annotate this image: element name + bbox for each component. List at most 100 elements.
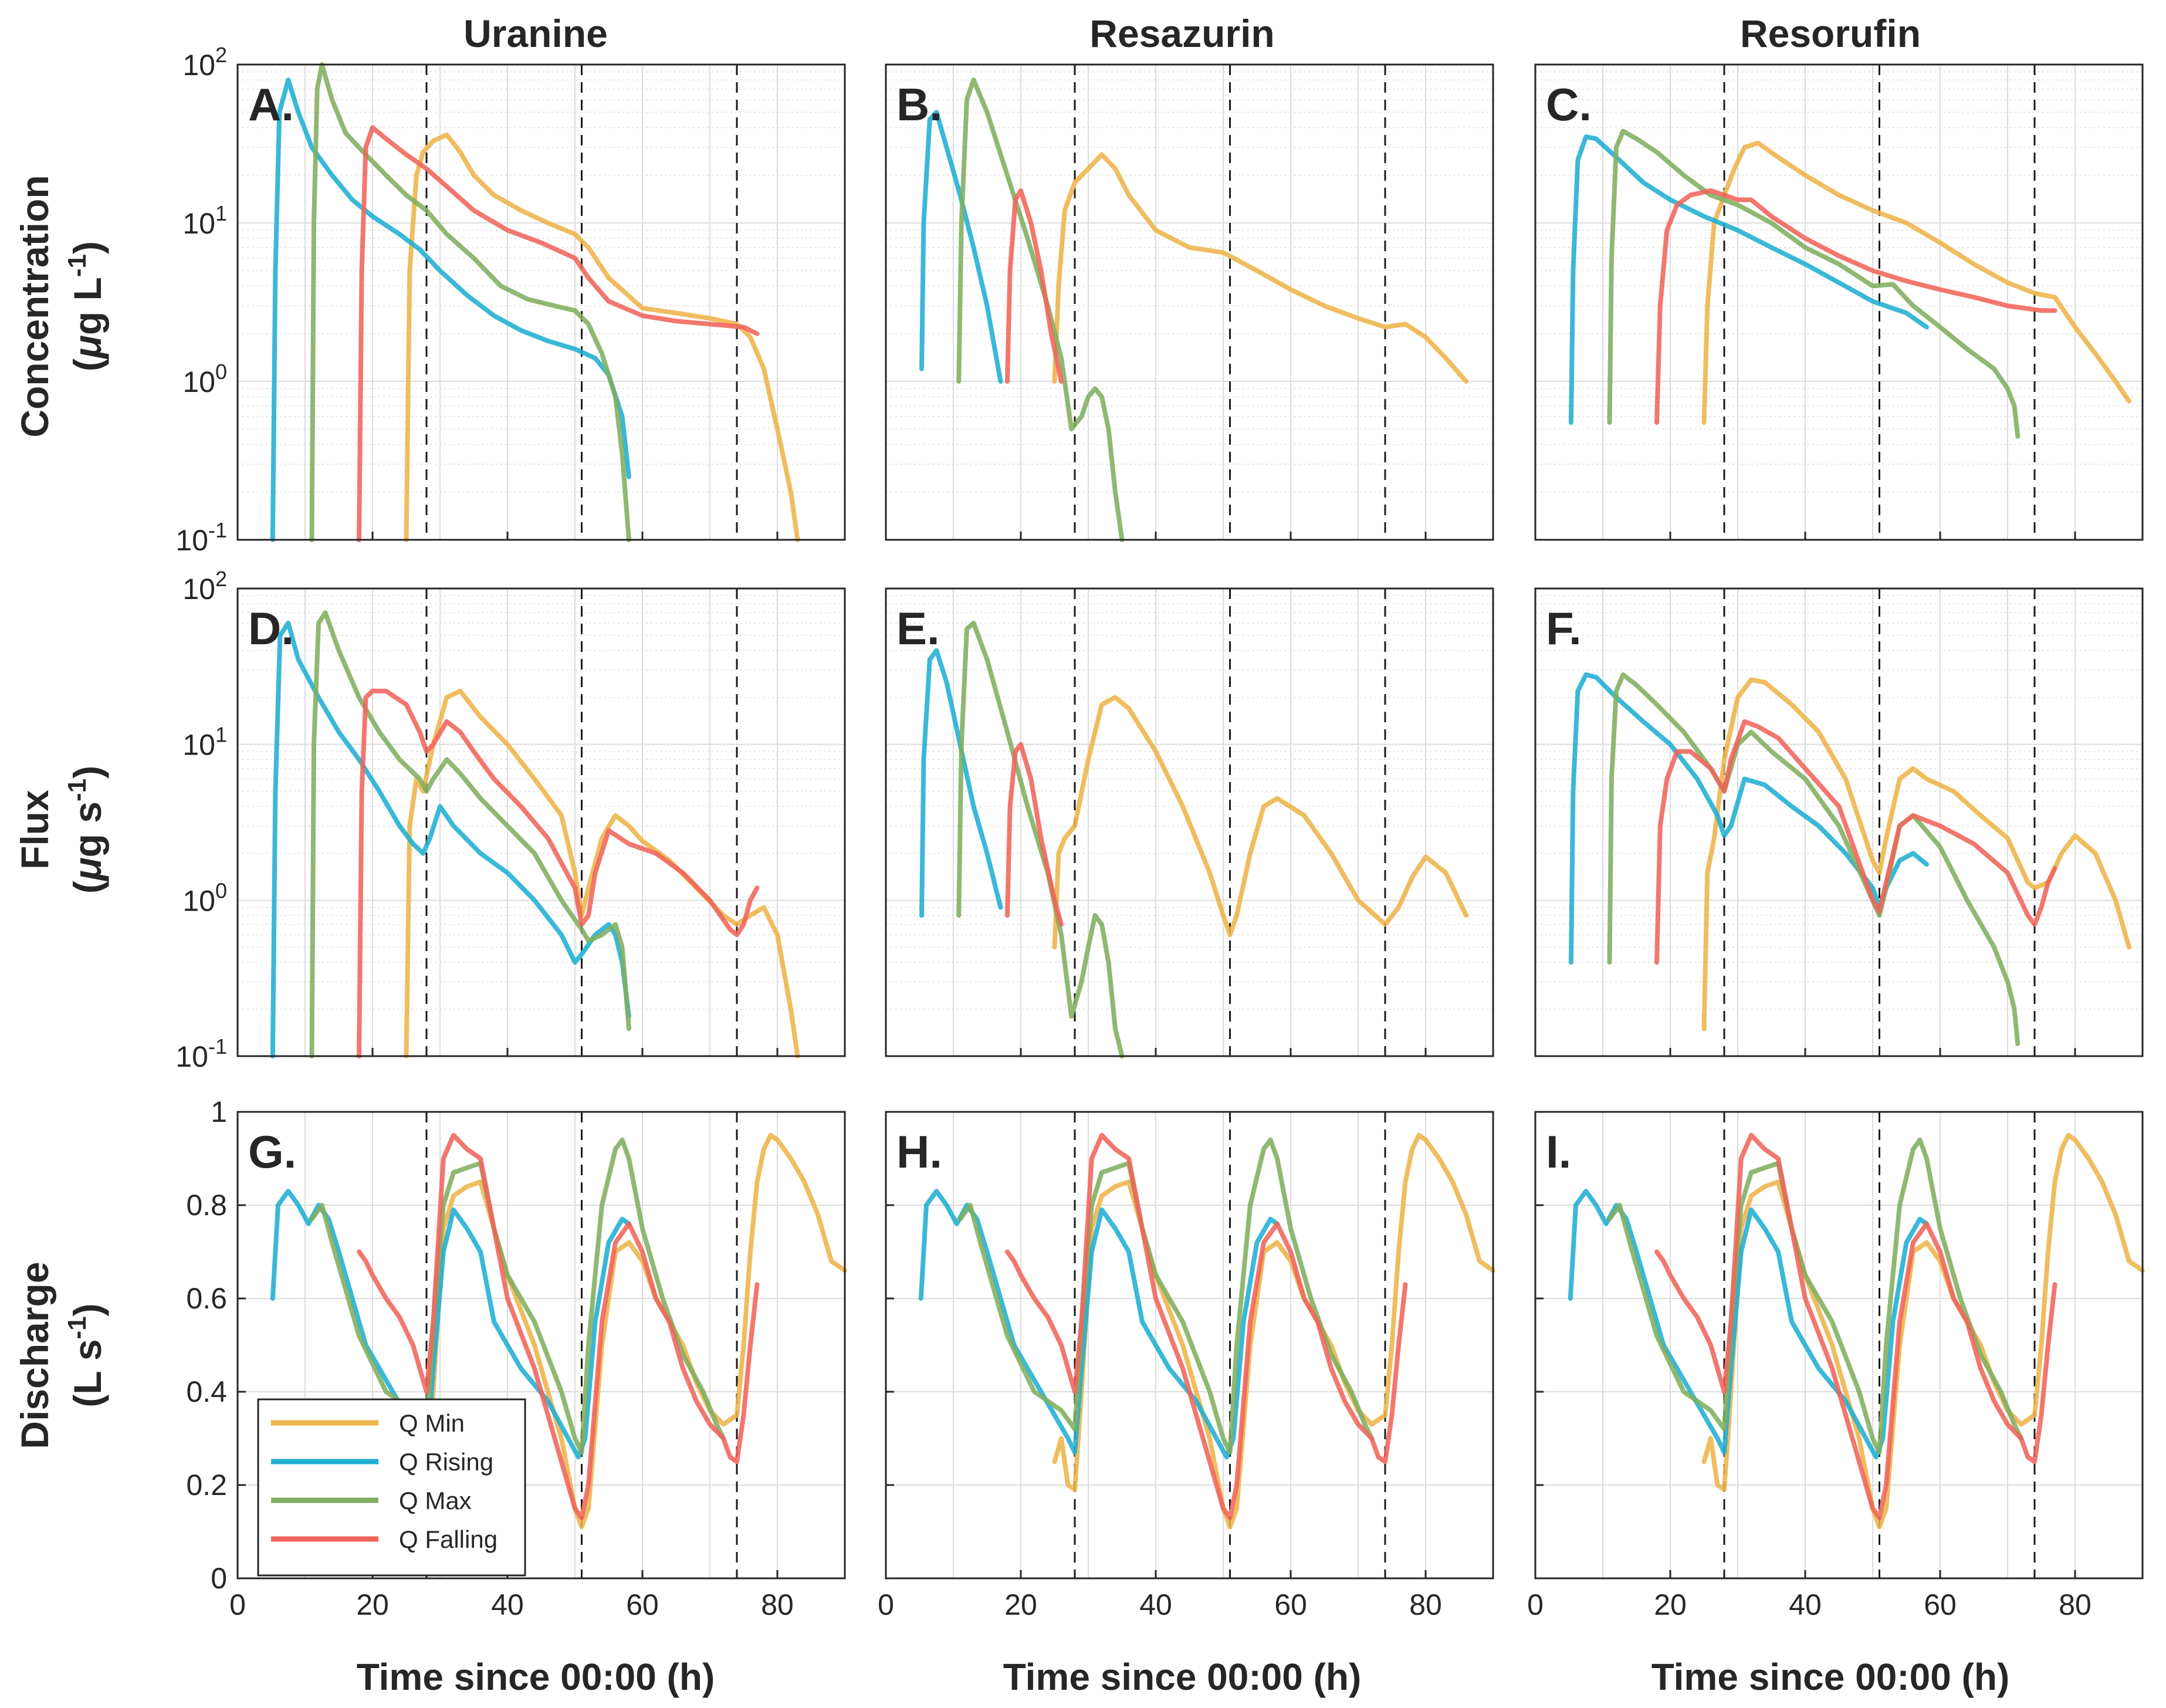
series-group (1568, 1132, 2145, 1530)
axes-box (885, 1111, 1494, 1580)
y-tick-label: 100 (182, 360, 227, 398)
series-line-q-max (956, 77, 1125, 542)
series-group (270, 610, 800, 1058)
series-line-q-rising (1568, 134, 1929, 425)
series-group (1568, 672, 2131, 1046)
x-tick-label: 20 (1004, 1588, 1037, 1621)
y-tick-label: 102 (182, 43, 227, 82)
row-label-discharge-units: (L s-1) (63, 1303, 109, 1407)
y-tick-label: 101 (182, 723, 227, 762)
panel-g: 0 0.2 0.4 0.6 0.8 1 0 20 40 60 80 G. (186, 1095, 847, 1621)
axes-box (236, 587, 846, 1057)
y-tick-label: 1 (211, 1095, 227, 1128)
legend-label-q-rising: Q Rising (399, 1448, 493, 1476)
column-title-resazurin: Resazurin (1089, 12, 1274, 55)
series-line-q-max (1607, 672, 2021, 1046)
y-tick-label: 0.8 (186, 1189, 227, 1222)
axes-box (1534, 587, 2144, 1057)
series-line-q-falling (1654, 188, 2057, 425)
y-tick-label: 100 (182, 878, 227, 917)
x-tick-label: 40 (1139, 1588, 1172, 1621)
panel-d: 102 101 100 10-1 D. (175, 567, 846, 1073)
series-line-q-min (1701, 677, 2131, 1031)
series-line-q-rising (919, 110, 1003, 384)
column-title-uranine: Uranine (463, 12, 608, 55)
panel-letter: A. (248, 79, 294, 130)
series-line-q-falling (1654, 1132, 2057, 1520)
axes-box (1534, 1111, 2144, 1580)
series-line-q-falling (357, 688, 760, 1058)
axes-box (236, 1111, 846, 1580)
column-title-resorufin: Resorufin (1740, 12, 1921, 55)
panel-letter: D. (248, 603, 294, 654)
x-tick-label: 60 (626, 1588, 659, 1621)
x-tick-label: 80 (2059, 1588, 2091, 1621)
axes-box (885, 587, 1494, 1057)
series-line-q-falling (1654, 719, 2057, 965)
y-tick-label: 0.2 (186, 1469, 227, 1501)
legend-label-q-min: Q Min (399, 1409, 465, 1437)
row-label-concentration-line1: Concentration (13, 175, 56, 437)
row-label-discharge-line1: Discharge (13, 1261, 56, 1449)
x-tick-label: 20 (356, 1588, 389, 1621)
x-tick-label: 60 (1924, 1588, 1957, 1621)
grid (886, 65, 1493, 540)
x-axis-label-resorufin: Time since 00:00 (h) (1651, 1656, 2010, 1698)
x-tick-label: 80 (761, 1588, 794, 1621)
y-tick-label: 102 (182, 567, 227, 606)
panel-letter: F. (1546, 603, 1582, 654)
series-line-q-min (1052, 152, 1468, 384)
series-group (270, 62, 800, 542)
panel-e: E. (885, 587, 1494, 1058)
row-label-flux-units: (μg s-1) (63, 766, 109, 894)
y-tick-label: 0.6 (186, 1282, 227, 1315)
series-line-q-max (309, 610, 631, 1058)
series-line-q-falling (1005, 1132, 1408, 1520)
x-tick-label: 0 (878, 1588, 894, 1621)
row-label-discharge: Discharge (L s-1) (13, 1261, 109, 1449)
series-line-q-min (1701, 1132, 2145, 1530)
panel-h: 0 20 40 60 80 H. (878, 1111, 1495, 1621)
legend-label-q-falling: Q Falling (399, 1526, 497, 1553)
panel-letter: G. (248, 1126, 296, 1178)
panel-letter: C. (1546, 79, 1592, 130)
y-tick-label: 10-1 (175, 518, 227, 557)
panel-letter: I. (1546, 1126, 1571, 1178)
row-label-flux: Flux (μg s-1) (13, 766, 109, 894)
series-line-q-falling (357, 1132, 760, 1520)
series-line-q-rising (919, 648, 1003, 918)
axes-box (885, 63, 1494, 541)
series-line-q-falling (1005, 742, 1064, 927)
x-axis-label-uranine: Time since 00:00 (h) (357, 1656, 715, 1698)
grid (238, 589, 845, 1056)
series-group (919, 620, 1468, 1058)
grid (886, 589, 1493, 1056)
row-label-concentration-units: (μg L-1) (63, 241, 109, 371)
series-group (919, 77, 1468, 542)
series-line-q-min (1052, 1132, 1495, 1530)
series-line-q-min (404, 1132, 847, 1530)
series-group (918, 1132, 1495, 1530)
axes-box (236, 63, 846, 541)
panel-i: 0 20 40 60 80 I. (1527, 1111, 2145, 1621)
legend-box (257, 1398, 526, 1577)
series-line-q-min (1701, 140, 2131, 425)
series-line-q-max (1607, 128, 2021, 439)
x-axis-label-resazurin: Time since 00:00 (h) (1003, 1656, 1362, 1698)
y-tick-label: 10-1 (175, 1034, 227, 1073)
x-tick-label: 80 (1409, 1588, 1442, 1621)
series-line-q-rising (270, 77, 631, 542)
axes-box (1534, 63, 2144, 541)
legend: Q Min Q Rising Q Max Q Falling (257, 1398, 526, 1577)
panel-c: C. (1534, 63, 2144, 541)
y-tick-label: 0 (211, 1562, 227, 1595)
row-label-flux-line1: Flux (13, 790, 56, 870)
x-tick-label: 0 (229, 1588, 246, 1621)
legend-label-q-max: Q Max (399, 1487, 472, 1514)
series-line-q-falling (1005, 188, 1064, 384)
y-tick-label: 0.4 (186, 1375, 227, 1408)
series-line-q-max (309, 62, 631, 542)
y-tick-label: 101 (182, 201, 227, 240)
panel-letter: B. (896, 79, 942, 130)
x-tick-label: 20 (1654, 1588, 1687, 1621)
